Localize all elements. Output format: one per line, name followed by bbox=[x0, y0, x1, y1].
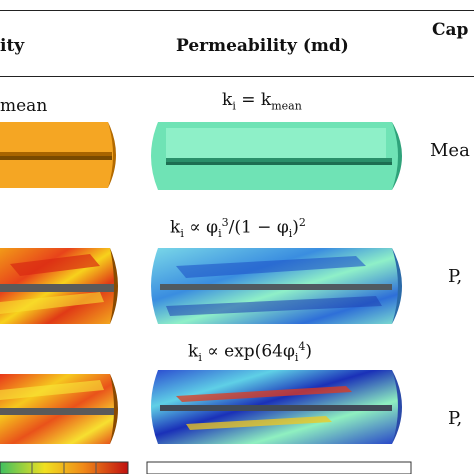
permeability-equation-row3: ki ∝ exp(64φi4) bbox=[188, 340, 313, 365]
capillary-label-row3: P, bbox=[448, 408, 463, 429]
permeability-equation-row2: ki ∝ φi3/(1 − φi)2 bbox=[170, 216, 306, 241]
permeability-cylinder-heterogeneous-b bbox=[151, 370, 402, 444]
porosity-cylinder-heterogeneous-b bbox=[0, 374, 118, 444]
capillary-label-row2: P, bbox=[448, 266, 463, 287]
table-header-rule bbox=[0, 76, 474, 77]
header-capillary-fragment: Cap bbox=[432, 20, 469, 40]
porosity-cylinder-uniform bbox=[0, 122, 116, 188]
permeability-colorbar bbox=[146, 461, 412, 474]
porosity-cylinder-heterogeneous-a bbox=[0, 248, 118, 324]
permeability-equation-row1: ki = kmean bbox=[222, 90, 302, 113]
permeability-cylinder-uniform bbox=[151, 122, 402, 190]
permeability-cylinder-heterogeneous-a bbox=[151, 248, 402, 324]
header-porosity-fragment: ity bbox=[0, 36, 25, 56]
left-equation-fragment-row1: mean bbox=[0, 96, 48, 116]
capillary-label-row1: Mea bbox=[430, 140, 470, 161]
table-top-rule bbox=[0, 10, 474, 11]
porosity-colorbar bbox=[0, 461, 129, 474]
header-permeability: Permeability (md) bbox=[176, 36, 349, 56]
